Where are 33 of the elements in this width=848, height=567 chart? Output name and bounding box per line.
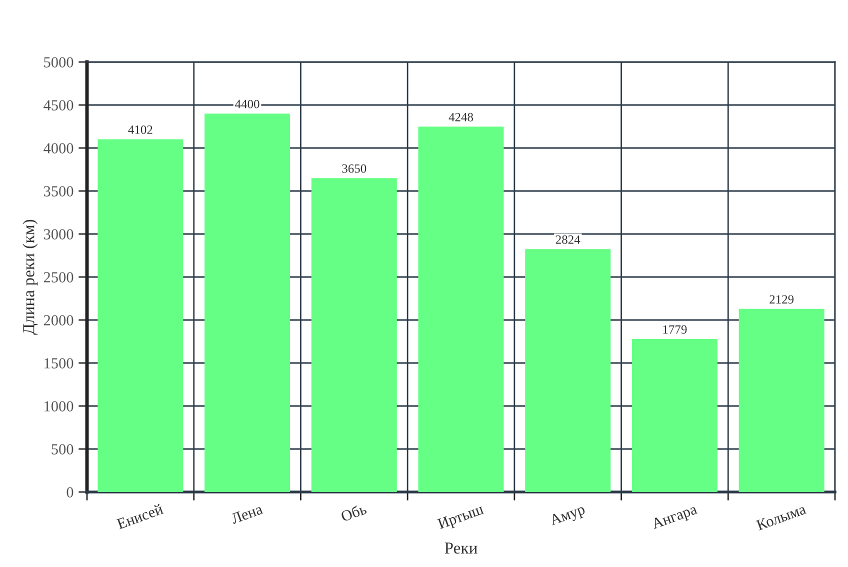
y-tick-label: 1500 [44, 358, 74, 368]
data-label: 2129 [770, 295, 794, 304]
y-axis-title: Длина реки (км) [22, 220, 38, 335]
x-tick-label: Ангара [650, 504, 699, 532]
y-tick-label: 1000 [44, 401, 74, 412]
x-tick-label: Лена [230, 504, 264, 524]
data-label: 2824 [556, 235, 580, 244]
x-tick-label: Иртыш [437, 504, 486, 532]
x-tick-label: Колыма [756, 504, 807, 531]
data-label: 4248 [448, 112, 474, 122]
bar [98, 139, 184, 492]
y-tick-label: 4500 [44, 100, 74, 110]
data-label: 4102 [128, 125, 152, 134]
x-tick-label: Амур [548, 504, 587, 528]
bar [738, 308, 824, 492]
y-tick-label: 0 [66, 487, 74, 498]
bar [418, 126, 504, 492]
y-tick-label: 3000 [44, 229, 74, 240]
y-tick-label: 5000 [44, 57, 74, 68]
x-axis-title: Реки [444, 542, 478, 554]
data-label: 1779 [663, 325, 687, 334]
y-tick-label: 2500 [44, 272, 74, 282]
data-label: 4400 [235, 100, 260, 108]
y-tick-label: 4000 [44, 143, 74, 154]
y-tick-label: 3500 [44, 186, 74, 196]
y-tick-label: 500 [52, 444, 74, 454]
bar [311, 178, 397, 492]
bar [525, 249, 611, 492]
bar [632, 339, 718, 492]
bar [204, 114, 290, 492]
y-tick-label: 2000 [44, 315, 74, 326]
data-label: 3650 [342, 164, 366, 173]
x-tick-label: Обь [340, 502, 368, 522]
